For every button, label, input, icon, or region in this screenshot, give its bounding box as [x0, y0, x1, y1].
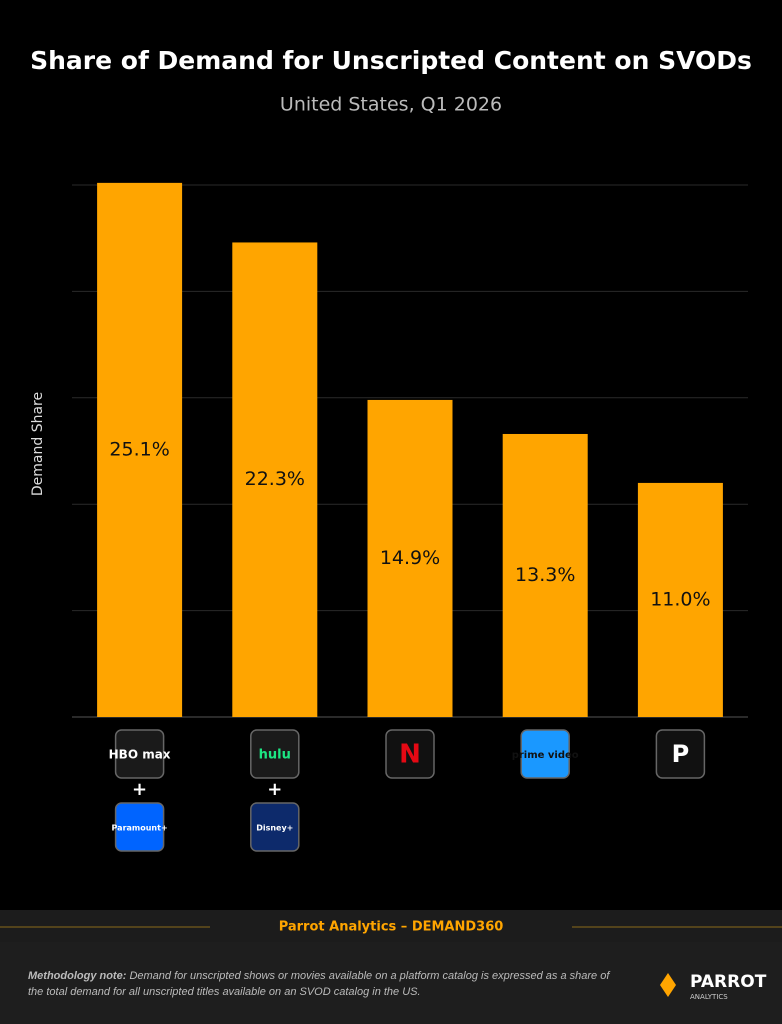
bar: [502, 433, 588, 717]
value-label: 13.3%: [515, 564, 575, 586]
note-text: Demand for unscripted shows or movies av…: [28, 970, 610, 998]
partner-logo: Paramount+: [112, 824, 168, 833]
category-logo-tile: [385, 729, 435, 779]
partner-logo-tile: [250, 802, 300, 852]
category-logo-tile: [114, 729, 165, 779]
partner-logo-tile: [114, 802, 165, 852]
note-label: Methodology note:: [28, 970, 127, 982]
brand-name: PARROT: [690, 972, 767, 992]
bar: [367, 399, 453, 717]
value-label: 22.3%: [245, 468, 305, 490]
bar: [232, 242, 318, 717]
methodology-note: Methodology note: Demand for unscripted …: [28, 968, 618, 1000]
footer-band: [0, 910, 782, 942]
category-logo-tile: [250, 729, 300, 779]
plus-sign: +: [132, 779, 147, 800]
value-label: 25.1%: [109, 438, 169, 460]
category-logo: HBO max: [109, 748, 171, 762]
category-logo: N: [399, 740, 421, 770]
chart-title: Share of Demand for Unscripted Content o…: [30, 46, 752, 75]
footer-panel: [0, 942, 782, 1024]
y-axis-label: Demand Share: [30, 392, 46, 496]
value-label: 14.9%: [380, 547, 440, 569]
category-logo-tile: [520, 729, 570, 779]
brand-icon: [660, 973, 676, 997]
category-logo-tile: [655, 729, 706, 779]
category-logo: P: [672, 740, 690, 768]
plus-sign: +: [267, 779, 282, 800]
partner-logo: Disney+: [256, 824, 293, 833]
chart-subtitle: United States, Q1 2026: [280, 94, 502, 116]
footer-source: Parrot Analytics – DEMAND360: [279, 920, 504, 935]
value-label: 11.0%: [650, 588, 710, 610]
category-logo: hulu: [259, 748, 291, 763]
bar: [97, 182, 183, 717]
plot: 25.1% HBO max + Paramount+ 22.3% hulu + Disney+…: [72, 182, 748, 852]
bar: [637, 482, 723, 717]
brand-sub: ANALYTICS: [690, 993, 728, 1001]
category-logo: prime video: [512, 750, 579, 761]
